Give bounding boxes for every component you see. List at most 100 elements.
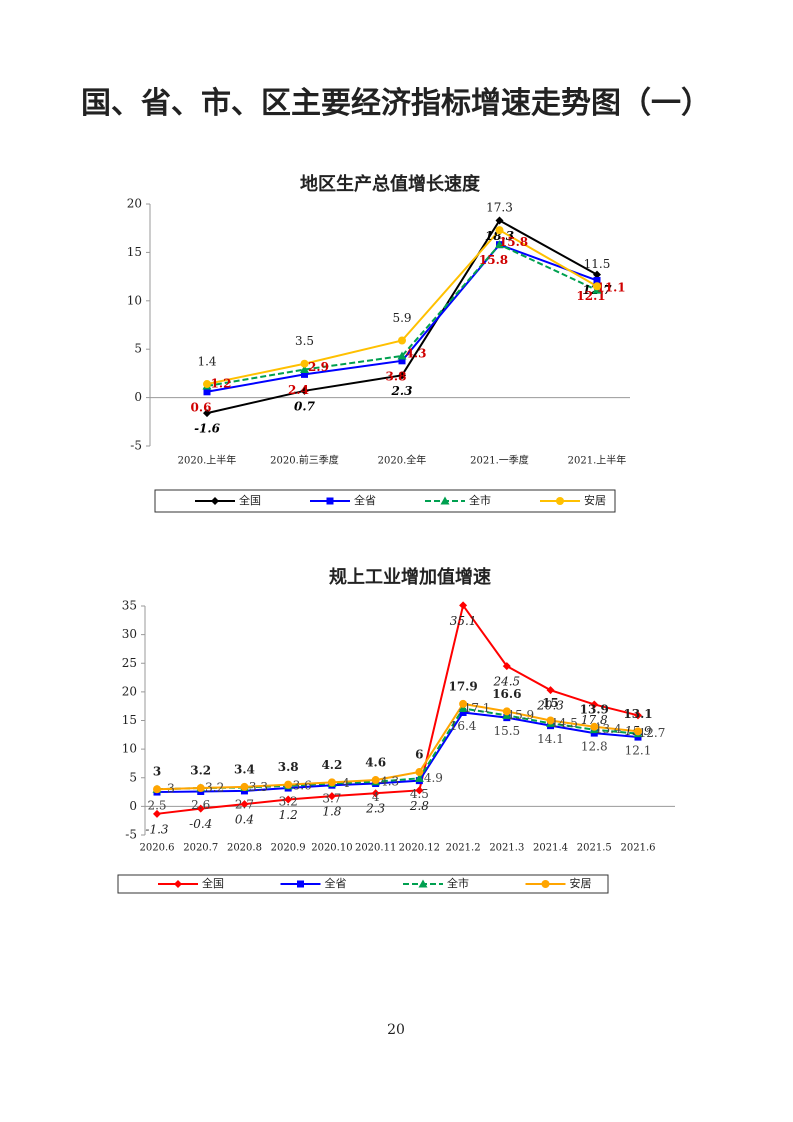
data-label: 1.2	[211, 376, 232, 390]
data-label: 6	[415, 748, 423, 762]
data-label: 16.4	[450, 719, 477, 733]
marker	[502, 707, 511, 716]
series-line	[156, 702, 639, 791]
x-tick-label: 2021.4	[533, 843, 568, 854]
data-label: 0.6	[191, 400, 212, 414]
x-tick-label: 2020.7	[183, 843, 218, 854]
data-label: 1.8	[322, 805, 341, 819]
marker	[327, 778, 336, 787]
data-label: 4.3	[406, 346, 427, 360]
x-tick-label: 2021.2	[446, 843, 481, 854]
chart-title: 规上工业增加值增速	[329, 566, 491, 588]
y-tick-label: 15	[122, 713, 137, 727]
legend-box	[117, 874, 609, 894]
data-label: 2.3	[365, 802, 385, 816]
marker	[300, 386, 309, 395]
y-tick-label: 35	[122, 599, 137, 613]
marker	[153, 809, 161, 818]
data-label: 17.1	[464, 701, 491, 715]
series-line	[156, 603, 639, 815]
data-label: 3.4	[234, 762, 255, 776]
marker	[196, 784, 205, 793]
marker	[415, 786, 424, 795]
data-label: -1.3	[145, 822, 169, 836]
marker	[593, 270, 601, 279]
data-label: 2.8	[409, 799, 429, 813]
marker	[495, 240, 504, 249]
x-tick-label: 2021.3	[489, 843, 524, 854]
chart-title: 地区生产总值增长速度	[300, 173, 481, 195]
legend-marker	[440, 496, 450, 505]
series-line	[156, 711, 639, 794]
data-label: 13.4	[595, 722, 622, 736]
data-label: 0.4	[235, 813, 254, 827]
data-label: 14.5	[551, 716, 578, 730]
x-tick-label: 2021.一季度	[470, 454, 529, 467]
marker	[593, 282, 601, 291]
marker	[495, 226, 504, 235]
series-line	[206, 243, 598, 387]
data-label: 4	[372, 790, 380, 804]
legend-label: 全市	[469, 493, 491, 507]
data-label: 2.3	[391, 384, 413, 398]
marker	[240, 782, 249, 791]
legend-marker	[211, 497, 219, 505]
y-tick-label: 5	[134, 342, 142, 356]
marker	[284, 780, 293, 789]
data-label: 3.8	[386, 369, 407, 383]
data-label: 3.7	[322, 792, 341, 806]
x-tick-label: 2020.6	[140, 843, 175, 854]
marker	[327, 792, 336, 801]
data-label: 15.8	[479, 253, 508, 267]
y-tick-label: 30	[122, 627, 137, 641]
page-title: 国、省、市、区主要经济指标增速走势图（一）	[81, 86, 711, 121]
data-label: 13.1	[623, 707, 652, 721]
data-label: 24.5	[492, 675, 520, 689]
marker	[634, 711, 642, 720]
data-label: -1.6	[194, 422, 221, 436]
marker	[300, 365, 309, 374]
x-tick-label: 2020.8	[227, 843, 262, 854]
marker	[371, 776, 380, 785]
x-tick-label: 2021.上半年	[568, 454, 627, 467]
marker	[546, 716, 555, 725]
data-label: 12.7	[639, 726, 666, 740]
marker	[415, 768, 424, 777]
data-label: 3.3	[249, 780, 268, 794]
data-label: 4.3	[380, 774, 399, 788]
data-label: 4.6	[365, 756, 386, 770]
x-tick-label: 2021.5	[577, 843, 612, 854]
marker	[458, 703, 468, 712]
x-tick-label: 2020.11	[355, 843, 396, 854]
marker	[398, 336, 406, 345]
marker	[397, 351, 407, 360]
y-tick-label: 10	[127, 293, 142, 307]
data-label: 14.1	[537, 732, 564, 746]
series-line	[156, 707, 639, 791]
data-label: 4	[342, 776, 350, 790]
x-tick-label: 2021.6	[621, 843, 656, 854]
data-label: 1.2	[279, 808, 298, 822]
data-label: 15.9	[507, 708, 534, 722]
x-tick-label: 2020.12	[399, 843, 440, 854]
marker	[203, 409, 211, 418]
marker	[301, 370, 308, 378]
data-label: -0.4	[189, 817, 212, 831]
data-label: 3	[167, 782, 175, 796]
legend-label: 安居	[570, 876, 592, 890]
marker	[459, 601, 468, 610]
data-label: 4.2	[321, 758, 342, 772]
data-label: 15	[542, 696, 559, 710]
data-label: 2.9	[308, 360, 329, 374]
legend-label: 全省	[354, 493, 376, 507]
data-label: 2.4	[288, 383, 309, 397]
legend-marker	[174, 880, 182, 888]
marker	[459, 699, 468, 708]
marker	[203, 380, 211, 389]
legend-marker	[556, 497, 564, 505]
y-tick-label: 5	[129, 770, 137, 784]
marker	[593, 276, 601, 284]
y-tick-label: 20	[127, 197, 142, 211]
marker	[398, 357, 406, 365]
